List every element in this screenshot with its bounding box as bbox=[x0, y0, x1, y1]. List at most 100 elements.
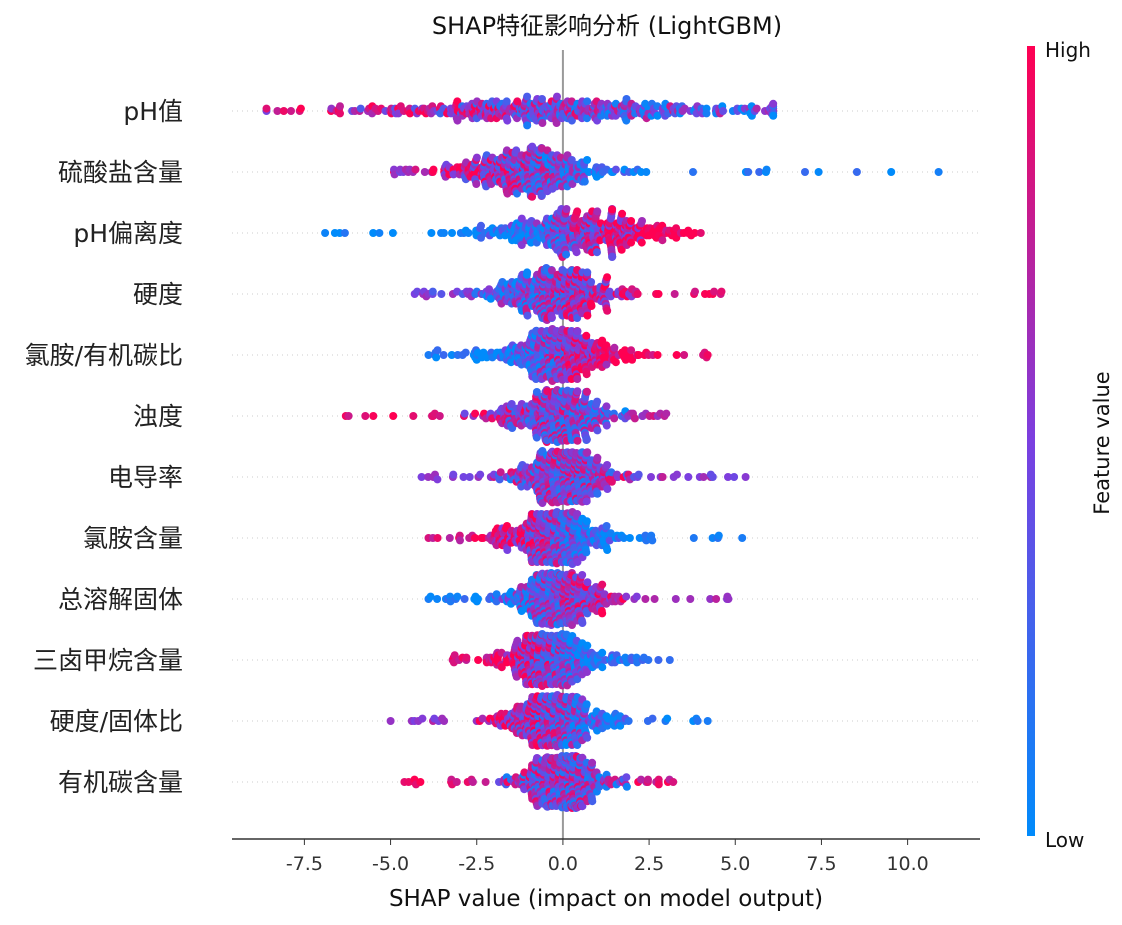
shap-point bbox=[503, 546, 512, 554]
feature-label: 浊度 bbox=[133, 402, 183, 431]
shap-point bbox=[513, 636, 522, 645]
shap-point bbox=[386, 717, 395, 725]
shap-point bbox=[578, 802, 587, 811]
feature-label: 电导率 bbox=[108, 463, 183, 492]
shap-point bbox=[375, 229, 384, 237]
colorbar bbox=[1027, 46, 1035, 836]
feature-label: pH值 bbox=[123, 97, 183, 126]
x-tick-label: 7.5 bbox=[806, 853, 836, 875]
shap-point bbox=[340, 229, 349, 237]
shap-point bbox=[814, 168, 823, 176]
shap-point bbox=[420, 168, 429, 176]
shap-point bbox=[608, 205, 617, 214]
shap-point bbox=[449, 470, 458, 479]
shap-point bbox=[562, 250, 571, 259]
shap-point bbox=[481, 778, 490, 786]
shap-point bbox=[567, 156, 576, 164]
shap-point bbox=[273, 107, 282, 115]
shap-point bbox=[459, 473, 468, 481]
shap-point bbox=[625, 534, 634, 542]
shap-point bbox=[432, 353, 441, 362]
shap-point bbox=[602, 402, 611, 411]
shap-point bbox=[429, 165, 438, 174]
shap-point bbox=[492, 590, 501, 599]
shap-point bbox=[573, 387, 582, 396]
shap-point bbox=[461, 348, 470, 357]
shap-point bbox=[638, 217, 646, 225]
shap-point bbox=[627, 346, 636, 355]
shap-point bbox=[416, 778, 425, 786]
shap-point bbox=[582, 435, 591, 444]
shap-point bbox=[445, 534, 454, 542]
shap-point bbox=[703, 717, 712, 725]
shap-point bbox=[714, 531, 723, 540]
shap-points bbox=[262, 92, 943, 812]
feature-label: 总溶解固体 bbox=[58, 585, 183, 614]
shap-point bbox=[684, 473, 693, 481]
shap-point bbox=[583, 387, 591, 396]
shap-point bbox=[583, 668, 591, 676]
shap-point bbox=[460, 409, 469, 418]
shap-point bbox=[562, 205, 571, 213]
shap-point bbox=[672, 351, 681, 359]
shap-point bbox=[689, 168, 697, 176]
shap-point bbox=[411, 165, 420, 174]
shap-point bbox=[669, 778, 678, 786]
shap-point bbox=[456, 536, 464, 545]
shap-point bbox=[573, 314, 582, 322]
shap-point bbox=[712, 595, 721, 603]
x-tick-label: 0.0 bbox=[548, 853, 578, 875]
shap-point bbox=[439, 229, 448, 237]
shap-point bbox=[447, 351, 456, 359]
shap-point bbox=[708, 473, 717, 481]
shap-point bbox=[622, 592, 631, 601]
shap-point bbox=[624, 717, 633, 725]
x-tick-label: -5.0 bbox=[372, 853, 409, 875]
shap-point bbox=[593, 207, 602, 216]
shap-point bbox=[598, 580, 607, 589]
shap-point bbox=[433, 595, 442, 603]
shap-point bbox=[699, 473, 708, 481]
feature-label: 氯胺含量 bbox=[83, 524, 183, 553]
shap-point bbox=[448, 229, 456, 237]
shap-point bbox=[583, 641, 592, 650]
shap-point bbox=[613, 473, 622, 481]
shap-point bbox=[662, 409, 671, 418]
shap-point bbox=[582, 497, 591, 506]
shap-point bbox=[719, 107, 727, 115]
shap-point bbox=[538, 95, 546, 103]
shap-point bbox=[583, 448, 592, 457]
shap-point bbox=[513, 97, 522, 106]
shap-point bbox=[435, 412, 444, 420]
feature-labels: pH值硫酸盐含量pH偏离度硬度氯胺/有机碳比浊度电导率氯胺含量总溶解固体三卤甲烷… bbox=[25, 97, 183, 797]
shap-point bbox=[409, 412, 418, 420]
shap-point bbox=[644, 656, 653, 664]
shap-point bbox=[582, 331, 591, 340]
feature-label: 硬度/固体比 bbox=[50, 707, 183, 736]
feature-label: 有机碳含量 bbox=[58, 768, 183, 797]
shap-point bbox=[582, 548, 591, 557]
shap-point bbox=[578, 571, 587, 579]
shap-point bbox=[572, 248, 581, 257]
shap-point bbox=[593, 489, 602, 498]
shap-point bbox=[573, 375, 582, 383]
shap-point bbox=[474, 595, 482, 603]
shap-point bbox=[622, 95, 631, 103]
shap-point bbox=[670, 290, 679, 298]
shap-point bbox=[741, 473, 750, 481]
shap-point bbox=[593, 453, 602, 462]
shap-point bbox=[641, 595, 650, 603]
shap-point bbox=[583, 156, 592, 164]
shap-point bbox=[648, 536, 657, 545]
shap-point bbox=[610, 343, 619, 352]
shap-point bbox=[356, 104, 365, 113]
feature-label: pH偏离度 bbox=[73, 219, 183, 248]
shap-point bbox=[610, 414, 619, 423]
shap-point bbox=[689, 534, 698, 542]
shap-point bbox=[627, 217, 636, 225]
x-tick-label: -7.5 bbox=[286, 853, 323, 875]
shap-point bbox=[465, 473, 474, 481]
shap-point bbox=[934, 168, 943, 176]
shap-point bbox=[344, 412, 353, 420]
shap-point bbox=[472, 180, 481, 188]
